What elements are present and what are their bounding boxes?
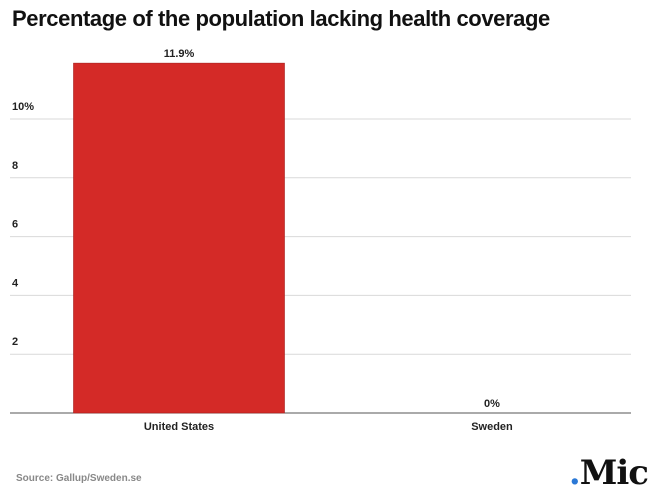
source-note: Source: Gallup/Sweden.se xyxy=(16,473,142,484)
labels: 2 4 6 8 10% 11.9% United States 0% Sweden xyxy=(12,48,513,433)
category-label-sweden: Sweden xyxy=(471,421,513,433)
y-tick-label-6: 6 xyxy=(12,219,18,231)
y-tick-label-10: 10% xyxy=(12,101,34,113)
value-label-united-states: 11.9% xyxy=(164,48,195,60)
bar-united-states xyxy=(73,62,285,414)
y-tick-label-2: 2 xyxy=(12,336,18,348)
bars xyxy=(73,62,285,414)
brand-logo-dot: . xyxy=(568,453,581,493)
y-tick-label-8: 8 xyxy=(12,160,18,172)
brand-logo: .Mic xyxy=(568,453,649,493)
brand-logo-name: Mic xyxy=(579,453,649,493)
value-label-sweden: 0% xyxy=(484,398,500,410)
chart-title: Percentage of the population lacking hea… xyxy=(12,6,550,31)
y-tick-label-4: 4 xyxy=(12,277,19,289)
category-label-united-states: United States xyxy=(144,421,214,433)
